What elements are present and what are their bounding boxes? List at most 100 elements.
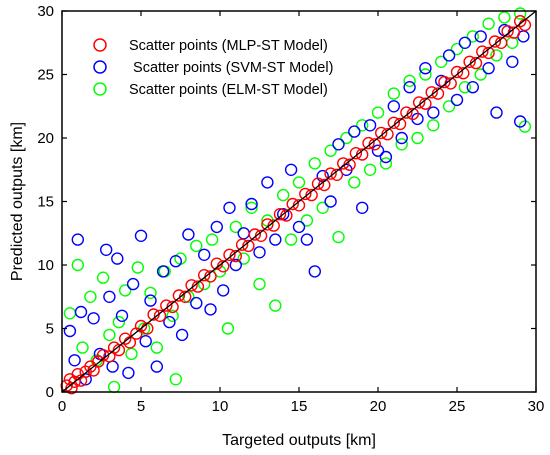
data-point-series-1-51 xyxy=(403,80,416,94)
y-tick-label-0: 0 xyxy=(46,384,54,401)
data-point-series-1-41 xyxy=(324,195,337,208)
data-point-series-2-60 xyxy=(506,36,519,49)
data-point-series-1-48 xyxy=(379,150,393,164)
data-point-series-0-75 xyxy=(501,25,514,38)
data-point-series-0-73 xyxy=(488,35,502,48)
y-tick-label-3: 15 xyxy=(37,194,54,211)
data-point-series-2-1 xyxy=(71,258,85,272)
data-point-series-0-55 xyxy=(375,126,388,140)
data-point-series-2-40 xyxy=(348,176,361,189)
x-tick-label-3: 15 xyxy=(291,398,308,415)
data-point-series-2-7 xyxy=(107,380,121,394)
data-point-series-0-61 xyxy=(412,96,426,109)
data-point-series-1-50 xyxy=(395,131,408,145)
data-point-series-1-58 xyxy=(458,36,472,49)
data-point-series-1-29 xyxy=(229,258,243,272)
legend-marker-svm xyxy=(93,60,107,74)
ticks-layer: 0 5 10 15 20 25 30 0 5 10 15 20 25 30 xyxy=(37,3,544,415)
y-tick-label-6: 30 xyxy=(37,3,54,20)
data-point-series-2-45 xyxy=(387,87,400,100)
data-point-series-1-30 xyxy=(237,227,250,240)
data-point-series-1-0 xyxy=(63,324,77,338)
data-point-series-0-3 xyxy=(68,375,81,388)
data-point-series-0-69 xyxy=(463,55,476,68)
data-point-series-1-53 xyxy=(419,61,432,75)
data-point-series-0-65 xyxy=(438,75,451,89)
data-point-series-1-38 xyxy=(300,233,314,246)
data-point-series-1-33 xyxy=(261,176,274,189)
data-point-series-0-43 xyxy=(299,187,312,201)
data-point-series-2-48 xyxy=(411,131,424,145)
data-point-series-0-31 xyxy=(223,248,236,262)
data-point-series-0-49 xyxy=(337,157,350,170)
data-point-series-2-26 xyxy=(237,252,250,265)
data-point-series-1-37 xyxy=(292,220,306,234)
data-point-series-2-25 xyxy=(229,220,243,234)
data-point-series-1-12 xyxy=(122,366,135,380)
data-point-series-2-17 xyxy=(169,373,183,386)
data-point-series-2-20 xyxy=(190,239,203,253)
data-point-series-2-55 xyxy=(466,30,479,43)
data-point-series-1-31 xyxy=(245,197,258,211)
data-point-series-0-45 xyxy=(311,177,325,190)
data-point-series-2-6 xyxy=(103,328,116,342)
data-point-series-1-17 xyxy=(150,360,164,373)
data-point-series-1-8 xyxy=(103,290,116,303)
data-point-series-1-42 xyxy=(332,138,345,151)
reference-line xyxy=(61,10,537,393)
data-point-series-2-37 xyxy=(324,144,337,157)
data-point-series-1-22 xyxy=(182,228,195,241)
y-axis-label: Predicted outputs [km] xyxy=(9,122,26,281)
x-tick-label-4: 20 xyxy=(370,398,387,415)
data-point-series-0-41 xyxy=(286,197,299,211)
data-point-series-1-59 xyxy=(466,80,479,94)
data-point-series-2-13 xyxy=(144,286,157,300)
data-point-series-1-62 xyxy=(490,106,503,119)
data-point-series-1-5 xyxy=(87,312,100,325)
data-point-series-2-8 xyxy=(112,315,126,329)
data-point-series-0-47 xyxy=(324,167,337,180)
x-tick-label-6: 30 xyxy=(528,398,545,415)
data-point-series-0-37 xyxy=(261,218,274,231)
data-point-series-1-60 xyxy=(474,30,487,43)
data-point-series-2-35 xyxy=(308,157,321,170)
data-point-series-0-35 xyxy=(248,228,262,241)
data-point-series-2-30 xyxy=(269,299,282,312)
data-point-series-0-53 xyxy=(362,136,375,150)
data-point-series-0-25 xyxy=(185,279,198,292)
data-point-series-2-24 xyxy=(221,322,235,335)
legend-entry-elm: Scatter points (ELM-ST Model) xyxy=(129,82,328,98)
data-point-series-2-27 xyxy=(245,201,258,215)
data-point-series-1-21 xyxy=(175,328,189,342)
x-tick-label-2: 10 xyxy=(212,398,229,415)
data-point-series-1-39 xyxy=(308,265,321,278)
data-point-series-1-10 xyxy=(111,252,124,265)
data-point-series-2-58 xyxy=(490,49,503,62)
data-point-series-2-31 xyxy=(277,188,290,202)
data-point-series-2-57 xyxy=(482,17,495,30)
data-point-series-1-57 xyxy=(450,93,464,107)
data-point-series-2-47 xyxy=(403,74,416,88)
data-point-series-1-3 xyxy=(74,305,88,319)
data-point-series-1-23 xyxy=(190,296,203,310)
data-point-series-1-45 xyxy=(356,201,369,215)
y-tick-label-4: 20 xyxy=(37,130,54,147)
x-tick-label-1: 5 xyxy=(137,398,145,415)
legend-entry-svm: Scatter points (SVM-ST Model) xyxy=(129,60,333,76)
data-point-series-2-34 xyxy=(300,214,314,227)
data-point-series-2-14 xyxy=(150,341,164,354)
data-point-series-0-20 xyxy=(153,309,167,322)
data-point-series-0-27 xyxy=(197,269,211,282)
data-point-series-1-26 xyxy=(210,220,224,234)
data-point-series-1-18 xyxy=(156,265,170,278)
x-tick-label-5: 25 xyxy=(449,398,466,415)
data-point-series-0-67 xyxy=(450,65,464,79)
data-point-series-2-10 xyxy=(125,347,138,361)
data-point-series-1-19 xyxy=(163,315,176,329)
data-point-series-2-38 xyxy=(332,230,345,244)
data-point-series-1-65 xyxy=(514,115,527,128)
legend-marker-mlp xyxy=(93,38,107,52)
y-tick-label-1: 5 xyxy=(46,321,54,338)
data-point-series-1-28 xyxy=(223,201,236,215)
data-point-series-1-27 xyxy=(216,284,230,297)
